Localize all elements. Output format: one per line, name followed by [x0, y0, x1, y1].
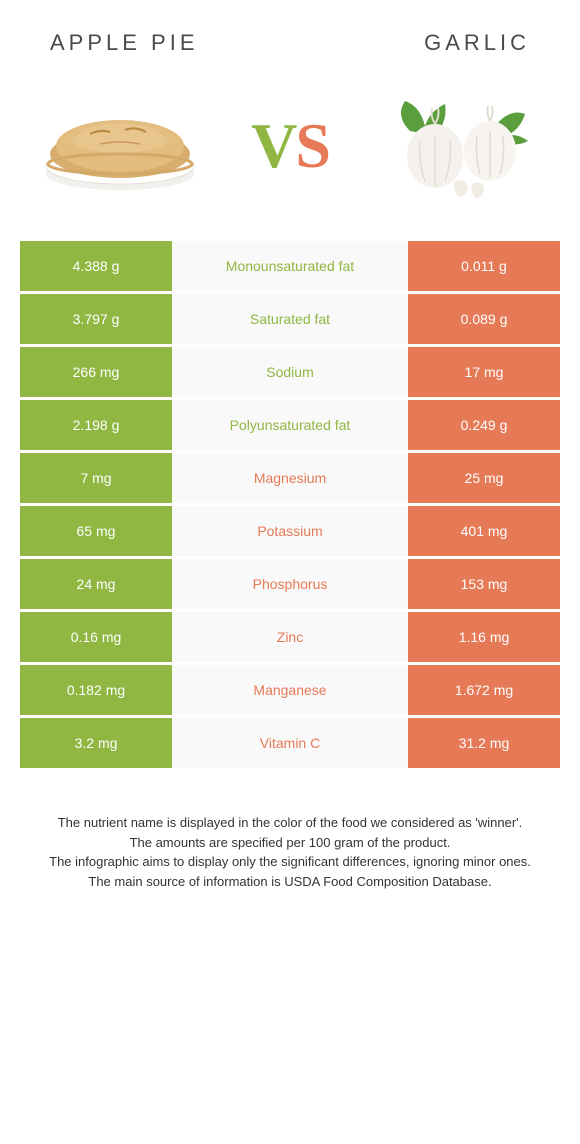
footer-line: The main source of information is USDA F… — [49, 872, 531, 892]
left-value-cell: 4.388 g — [20, 241, 172, 291]
right-value-cell: 153 mg — [408, 559, 560, 609]
footer-line: The infographic aims to display only the… — [49, 852, 531, 872]
nutrient-name-cell: Zinc — [172, 612, 408, 662]
table-row: 3.2 mgVitamin C31.2 mg — [20, 718, 560, 768]
right-value-cell: 401 mg — [408, 506, 560, 556]
left-value-cell: 3.797 g — [20, 294, 172, 344]
left-value-cell: 266 mg — [20, 347, 172, 397]
infographic-container: Apple Pie Garlic VS — [0, 0, 580, 921]
vs-s-letter: S — [295, 110, 329, 181]
table-row: 0.182 mgManganese1.672 mg — [20, 665, 560, 715]
right-value-cell: 31.2 mg — [408, 718, 560, 768]
right-value-cell: 0.089 g — [408, 294, 560, 344]
nutrient-name-cell: Vitamin C — [172, 718, 408, 768]
right-value-cell: 0.011 g — [408, 241, 560, 291]
table-row: 7 mgMagnesium25 mg — [20, 453, 560, 503]
table-row: 65 mgPotassium401 mg — [20, 506, 560, 556]
left-value-cell: 0.182 mg — [20, 665, 172, 715]
left-food-title: Apple Pie — [50, 30, 199, 56]
apple-pie-image — [40, 86, 200, 206]
nutrient-name-cell: Phosphorus — [172, 559, 408, 609]
right-value-cell: 1.16 mg — [408, 612, 560, 662]
right-value-cell: 17 mg — [408, 347, 560, 397]
right-food-title: Garlic — [424, 30, 530, 56]
vs-v-letter: V — [251, 110, 295, 181]
footer-notes: The nutrient name is displayed in the co… — [34, 813, 546, 891]
left-value-cell: 3.2 mg — [20, 718, 172, 768]
images-row: VS — [20, 86, 560, 206]
right-value-cell: 25 mg — [408, 453, 560, 503]
right-value-cell: 0.249 g — [408, 400, 560, 450]
garlic-image — [380, 86, 540, 206]
table-row: 4.388 gMonounsaturated fat0.011 g — [20, 241, 560, 291]
nutrient-name-cell: Sodium — [172, 347, 408, 397]
footer-line: The nutrient name is displayed in the co… — [49, 813, 531, 833]
nutrient-name-cell: Saturated fat — [172, 294, 408, 344]
vs-label: VS — [251, 109, 329, 183]
nutrient-name-cell: Manganese — [172, 665, 408, 715]
table-row: 266 mgSodium17 mg — [20, 347, 560, 397]
footer-line: The amounts are specified per 100 gram o… — [49, 833, 531, 853]
table-row: 3.797 gSaturated fat0.089 g — [20, 294, 560, 344]
nutrient-name-cell: Monounsaturated fat — [172, 241, 408, 291]
table-row: 24 mgPhosphorus153 mg — [20, 559, 560, 609]
header-row: Apple Pie Garlic — [20, 30, 560, 56]
nutrient-name-cell: Potassium — [172, 506, 408, 556]
left-value-cell: 2.198 g — [20, 400, 172, 450]
table-row: 2.198 gPolyunsaturated fat0.249 g — [20, 400, 560, 450]
left-value-cell: 24 mg — [20, 559, 172, 609]
nutrient-name-cell: Magnesium — [172, 453, 408, 503]
right-value-cell: 1.672 mg — [408, 665, 560, 715]
left-value-cell: 7 mg — [20, 453, 172, 503]
nutrient-table: 4.388 gMonounsaturated fat0.011 g3.797 g… — [20, 241, 560, 768]
nutrient-name-cell: Polyunsaturated fat — [172, 400, 408, 450]
left-value-cell: 0.16 mg — [20, 612, 172, 662]
left-value-cell: 65 mg — [20, 506, 172, 556]
table-row: 0.16 mgZinc1.16 mg — [20, 612, 560, 662]
